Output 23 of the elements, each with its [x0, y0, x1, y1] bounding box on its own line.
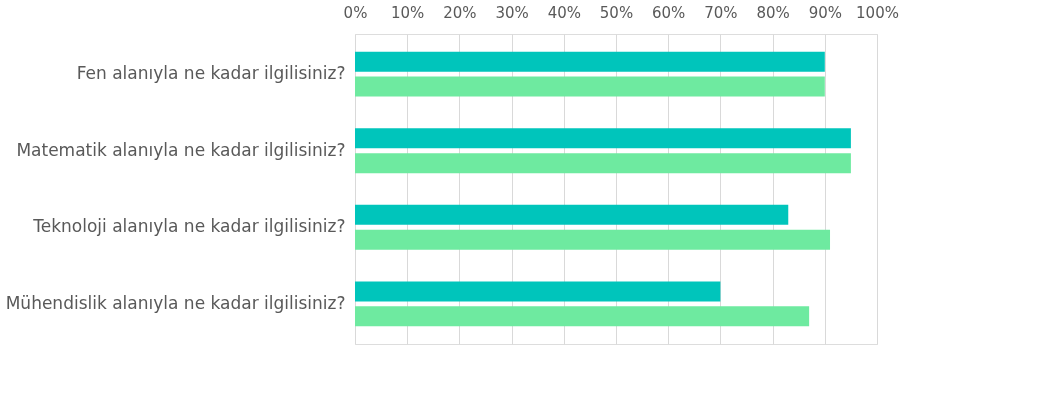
x-tick-label: 0% — [343, 3, 368, 22]
x-tick-label: 40% — [547, 3, 581, 22]
x-tick-label: 10% — [391, 3, 425, 22]
bar — [355, 128, 851, 149]
x-tick-label: 90% — [808, 3, 842, 22]
x-tick-label: 30% — [495, 3, 529, 22]
x-tick-label: 50% — [599, 3, 634, 22]
bar — [355, 51, 825, 72]
x-tick-label: 80% — [756, 3, 790, 22]
y-tick-label: Mühendislik alanıyla ne kadar ilgilisiniz? — [5, 292, 346, 313]
bar — [355, 229, 831, 250]
y-tick-label: Fen alanıyla ne kadar ilgilisiniz? — [76, 63, 346, 84]
bar — [355, 306, 810, 327]
x-tick-label: 20% — [443, 3, 477, 22]
x-tick-label: 100% — [856, 3, 899, 22]
x-tick-label: 60% — [652, 3, 686, 22]
bar — [355, 153, 851, 174]
y-tick-label: Teknoloji alanıyla ne kadar ilgilisiniz? — [32, 216, 346, 237]
bar — [355, 281, 721, 302]
y-tick-label: Matematik alanıyla ne kadar ilgilisiniz? — [16, 139, 346, 160]
x-tick-label: 70% — [704, 3, 738, 22]
bar — [355, 76, 825, 97]
bar — [355, 204, 789, 225]
